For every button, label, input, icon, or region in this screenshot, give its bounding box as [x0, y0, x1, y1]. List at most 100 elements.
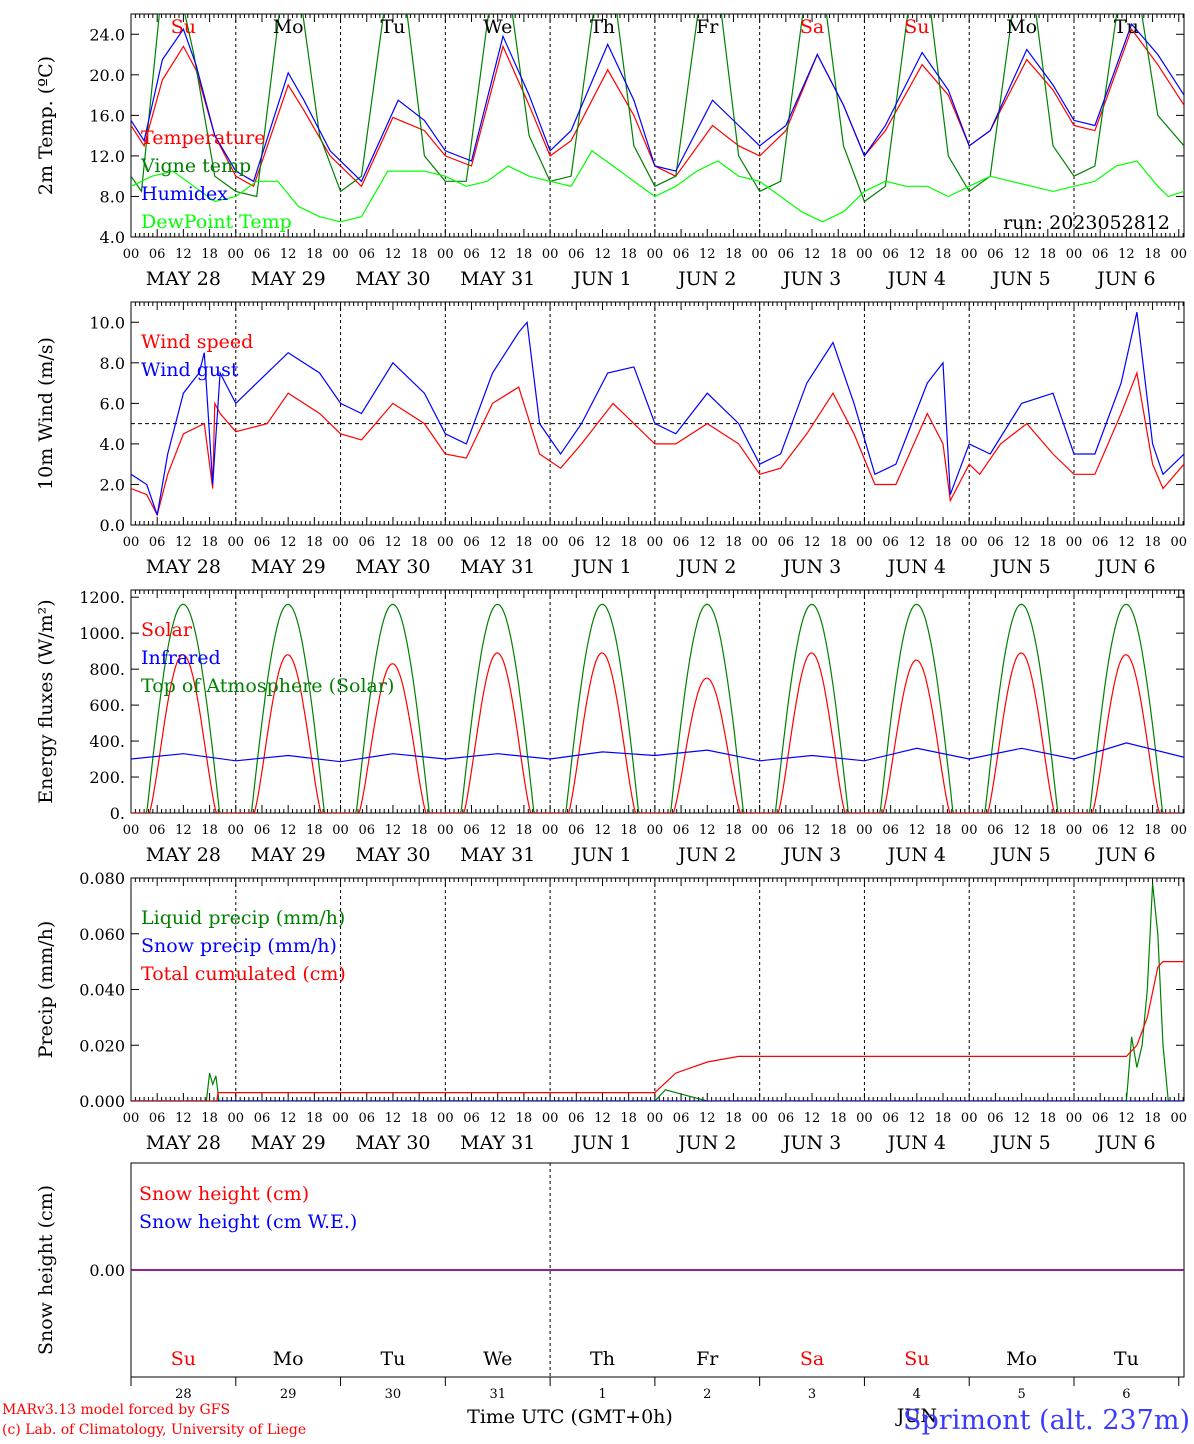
hour-label: 18 — [935, 1111, 952, 1126]
hour-label: 18 — [516, 247, 533, 262]
y-tick-label: 0.000 — [79, 1092, 125, 1111]
hour-label: 12 — [280, 247, 297, 262]
hour-label: 18 — [201, 535, 218, 550]
hour-label: 00 — [123, 535, 140, 550]
hour-label: 06 — [987, 1111, 1004, 1126]
day-number: 3 — [808, 1387, 816, 1402]
hour-label: 12 — [280, 823, 297, 838]
hour-ticks — [130, 14, 1184, 237]
hour-label: 06 — [358, 535, 375, 550]
day-label: JUN 2 — [676, 1132, 736, 1154]
day-number: 1 — [598, 1387, 606, 1402]
hour-label: 06 — [1092, 247, 1109, 262]
legend-entry: Temperature — [141, 127, 265, 149]
hour-label: 18 — [201, 247, 218, 262]
hour-label: 18 — [830, 247, 847, 262]
hour-label: 12 — [385, 823, 402, 838]
legend-entry: Snow precip (mm/h) — [141, 935, 337, 957]
legend-entry: Wind gust — [141, 359, 239, 381]
hour-label: 06 — [1092, 1111, 1109, 1126]
day-label: MAY 31 — [460, 268, 535, 290]
hour-label: 00 — [856, 1111, 873, 1126]
hour-label: 06 — [882, 247, 899, 262]
hour-label: 00 — [961, 247, 978, 262]
hour-label: 18 — [306, 823, 323, 838]
day-label: JUN 6 — [1095, 844, 1155, 866]
x-axis-label: Time UTC (GMT+0h) — [467, 1406, 673, 1428]
weekday-label: Tu — [380, 1348, 405, 1370]
day-label: MAY 29 — [251, 556, 326, 578]
hour-label: 18 — [1144, 1111, 1161, 1126]
day-label: JUN 2 — [676, 556, 736, 578]
weekday-label: Fr — [696, 1348, 719, 1370]
hour-label: 00 — [542, 1111, 559, 1126]
hour-label: 06 — [254, 1111, 271, 1126]
hour-label: 18 — [411, 247, 428, 262]
hour-label: 12 — [489, 247, 506, 262]
hour-label: 00 — [437, 247, 454, 262]
hour-label: 12 — [489, 823, 506, 838]
hour-label: 06 — [254, 823, 271, 838]
y-tick-label: 12.0 — [89, 147, 125, 166]
weekday-label: Th — [590, 16, 615, 38]
hour-label: 18 — [935, 823, 952, 838]
day-label: MAY 28 — [146, 844, 221, 866]
y-tick-label: 1200. — [79, 588, 125, 607]
weekday-label: We — [483, 1348, 512, 1370]
day-label: MAY 31 — [460, 556, 535, 578]
hour-label: 18 — [411, 823, 428, 838]
hour-label: 18 — [1144, 535, 1161, 550]
day-label: JUN 1 — [571, 1132, 631, 1154]
day-label: JUN 6 — [1095, 1132, 1155, 1154]
hour-label: 06 — [882, 823, 899, 838]
series-line-1 — [131, 311, 1184, 516]
hour-label: 06 — [673, 535, 690, 550]
hour-label: 00 — [1066, 1111, 1083, 1126]
hour-label: 00 — [542, 823, 559, 838]
day-number: 29 — [280, 1387, 297, 1402]
y-tick-label: 0.060 — [79, 925, 125, 944]
hour-label: 18 — [516, 1111, 533, 1126]
y-tick-label: 16.0 — [89, 106, 125, 125]
hour-label: 18 — [411, 535, 428, 550]
hour-label: 06 — [358, 1111, 375, 1126]
y-tick-label: 8.0 — [100, 354, 125, 373]
day-label: JUN 1 — [571, 556, 631, 578]
hour-label: 18 — [516, 535, 533, 550]
hour-label: 12 — [1118, 1111, 1135, 1126]
hour-label: 18 — [306, 535, 323, 550]
hour-label: 06 — [358, 823, 375, 838]
day-label: MAY 28 — [146, 556, 221, 578]
hour-label: 00 — [647, 1111, 664, 1126]
day-label: MAY 30 — [355, 268, 430, 290]
hour-label: 00 — [332, 1111, 349, 1126]
hour-label: 12 — [594, 1111, 611, 1126]
legend-entry: Liquid precip (mm/h) — [141, 907, 345, 929]
hour-label: 00 — [751, 535, 768, 550]
hour-label: 12 — [699, 1111, 716, 1126]
run-annotation: run: 2023052812 — [1003, 212, 1170, 234]
hour-label: 12 — [385, 247, 402, 262]
legend-entry: DewPoint Temp — [141, 211, 292, 233]
hour-label: 06 — [778, 247, 795, 262]
hour-label: 00 — [647, 535, 664, 550]
hour-label: 06 — [1092, 823, 1109, 838]
y-tick-label: 4.0 — [100, 228, 125, 247]
y-tick-label: 24.0 — [89, 25, 125, 44]
model-credit: MARv3.13 model forced by GFS — [2, 1402, 230, 1418]
weekday-label: Tu — [380, 16, 405, 38]
day-label: JUN 3 — [781, 556, 841, 578]
y-tick-label: 20.0 — [89, 66, 125, 85]
hour-label: 12 — [594, 823, 611, 838]
panel-wind: 0.0 2.0 4.0 6.0 8.0 10.0 10m Wind (m/s) Wind sp… — [35, 301, 1187, 578]
weekday-label: Mo — [273, 16, 304, 38]
hour-label: 00 — [228, 247, 245, 262]
station-label: Sprimont (alt. 237m) — [903, 1405, 1190, 1436]
hour-label: 00 — [961, 1111, 978, 1126]
legend-entry: Solar — [141, 619, 193, 641]
month-label: JUN — [895, 1405, 937, 1427]
y-tick-label: 600. — [89, 696, 125, 715]
hour-label: 12 — [909, 1111, 926, 1126]
day-label: JUN 4 — [886, 556, 946, 578]
y-tick-label: 4.0 — [100, 435, 125, 454]
